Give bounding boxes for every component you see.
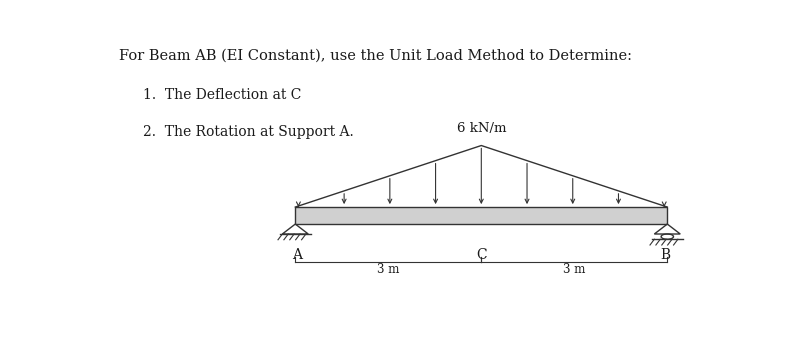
Text: A: A bbox=[292, 249, 302, 262]
Text: B: B bbox=[660, 249, 670, 262]
Text: 2.  The Rotation at Support A.: 2. The Rotation at Support A. bbox=[143, 124, 354, 139]
Text: 1.  The Deflection at C: 1. The Deflection at C bbox=[143, 88, 302, 102]
Text: C: C bbox=[476, 249, 486, 262]
FancyBboxPatch shape bbox=[295, 207, 667, 224]
Text: For Beam AB (EI Constant), use the Unit Load Method to Determine:: For Beam AB (EI Constant), use the Unit … bbox=[118, 49, 632, 63]
Text: 6 kN/m: 6 kN/m bbox=[457, 122, 506, 135]
Text: 3 m: 3 m bbox=[377, 263, 399, 276]
Text: 3 m: 3 m bbox=[563, 263, 586, 276]
